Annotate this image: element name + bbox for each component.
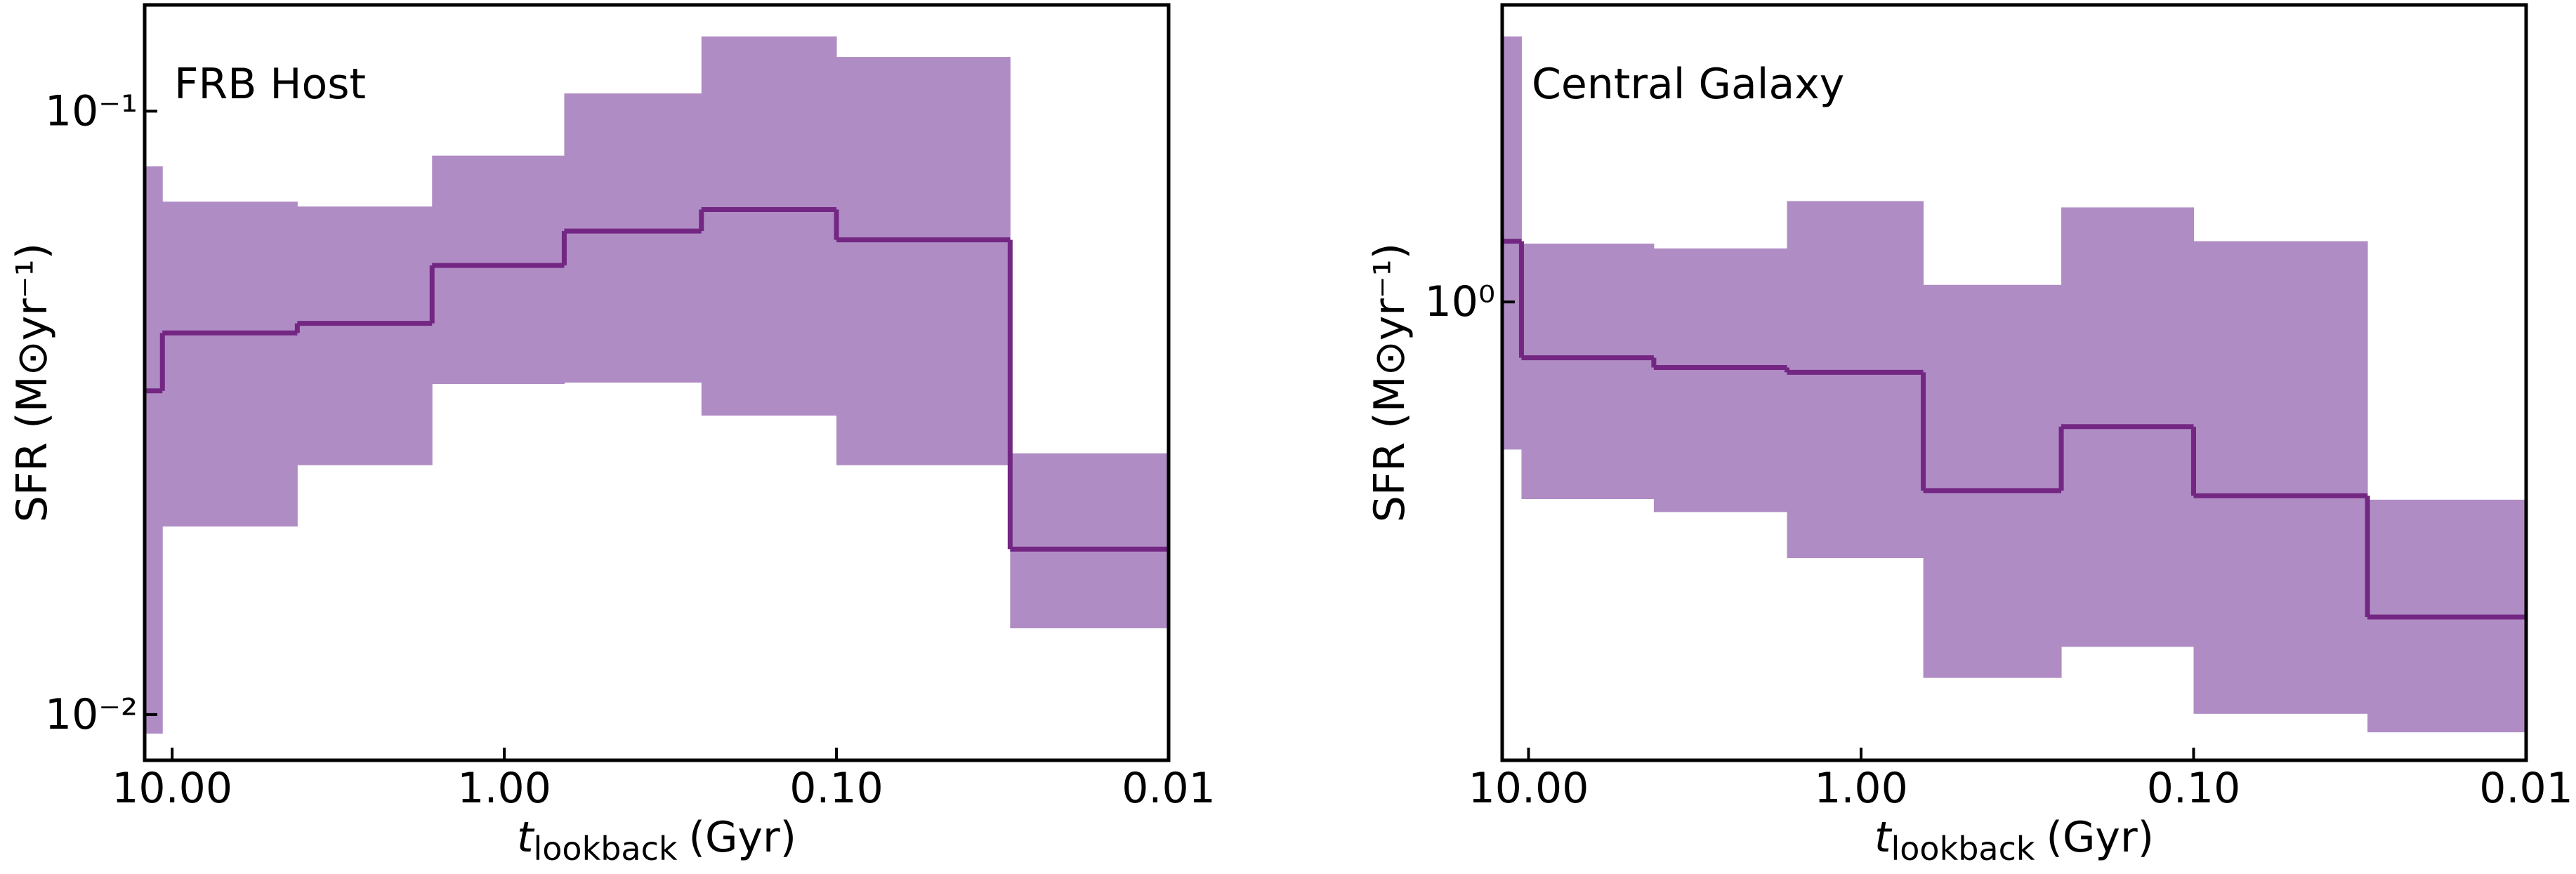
axes-frame — [1500, 3, 2528, 762]
annotation: FRB Host — [174, 60, 366, 109]
band — [564, 93, 702, 383]
y-tick-label: 10⁰ — [1425, 277, 1495, 326]
band — [162, 201, 298, 527]
x-label-unit: (Gyr) — [2046, 813, 2155, 862]
x-label-unit: (Gyr) — [689, 813, 797, 862]
band — [297, 206, 433, 465]
x-tick-label: 0.10 — [2147, 764, 2241, 813]
x-label-subscript: lookback — [1891, 830, 2035, 868]
x-tick-label: 0.10 — [789, 764, 883, 813]
y-axis-label: SFR (M⊙yr⁻¹) — [8, 243, 57, 522]
plot-area — [145, 36, 1169, 734]
x-label-symbol: t — [1874, 813, 1893, 862]
x-tick-label: 10.00 — [112, 764, 232, 813]
x-tick-label: 10.00 — [1468, 764, 1589, 813]
x-tick-label: 1.00 — [1814, 764, 1908, 813]
x-axis-label: tlookback (Gyr) — [517, 813, 796, 868]
band — [1923, 284, 2062, 678]
x-label-symbol: t — [517, 813, 535, 862]
y-tick-label: 10⁻² — [45, 690, 138, 739]
x-tick-label: 0.01 — [2479, 764, 2573, 813]
band — [2193, 241, 2368, 714]
band — [1653, 248, 1788, 512]
plot-area — [1502, 36, 2526, 733]
x-tick-label: 0.01 — [1122, 764, 1216, 813]
band — [836, 57, 1011, 465]
band — [145, 166, 163, 734]
x-label-subscript: lookback — [534, 830, 678, 868]
annotation: Central Galaxy — [1532, 60, 1844, 109]
y-axis-label: SFR (M⊙yr⁻¹) — [1365, 243, 1414, 522]
band — [701, 36, 837, 416]
band — [432, 155, 565, 385]
band — [1010, 453, 1169, 628]
x-axis-label: tlookback (Gyr) — [1874, 813, 2154, 868]
axes-frame — [143, 3, 1171, 762]
x-tick-label: 1.00 — [457, 764, 551, 813]
band — [1521, 243, 1655, 500]
band — [1787, 201, 1924, 559]
y-tick-label: 10⁻¹ — [45, 86, 138, 135]
